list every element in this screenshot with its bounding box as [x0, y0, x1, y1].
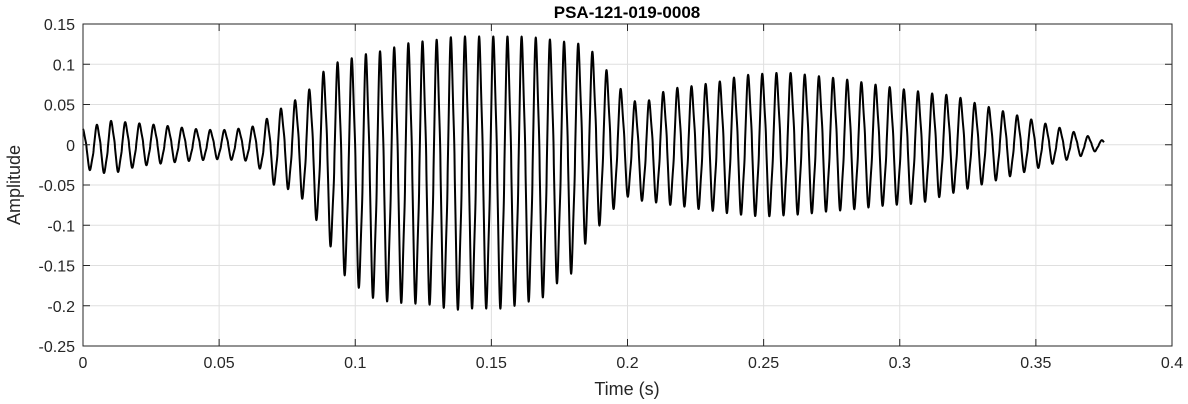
- x-axis-label: Time (s): [594, 379, 659, 399]
- y-tick-label: 0.05: [44, 98, 75, 115]
- x-tick-label: 0.35: [1020, 355, 1051, 372]
- waveform-series-line: [82, 35, 1105, 311]
- x-tick-labels: 0 0.05 0.1 0.15 0.2 0.25 0.3 0.35 0.4: [79, 355, 1184, 372]
- ticks: [82, 23, 1173, 347]
- chart-title: PSA-121-019-0008: [554, 3, 700, 22]
- x-tick-label: 0.1: [344, 355, 366, 372]
- y-tick-label: -0.05: [39, 178, 76, 195]
- y-tick-label: 0: [66, 138, 75, 155]
- series-layer: [82, 35, 1105, 311]
- x-tick-label: 0.15: [476, 355, 507, 372]
- x-tick-label: 0.25: [748, 355, 779, 372]
- y-tick-label: -0.25: [39, 339, 76, 356]
- x-tick-label: 0: [79, 355, 88, 372]
- x-tick-label: 0.05: [204, 355, 235, 372]
- y-tick-label: 0.15: [44, 17, 75, 34]
- x-tick-label: 0.4: [1161, 355, 1183, 372]
- y-tick-label: 0.1: [53, 57, 75, 74]
- y-axis-label: Amplitude: [4, 145, 24, 225]
- x-tick-label: 0.2: [616, 355, 638, 372]
- y-tick-label: -0.2: [47, 299, 75, 316]
- y-tick-labels: -0.25 -0.2 -0.15 -0.1 -0.05 0 0.05 0.1 0.15: [39, 17, 76, 356]
- x-tick-label: 0.3: [889, 355, 911, 372]
- y-tick-label: -0.15: [39, 259, 76, 276]
- y-tick-label: -0.1: [47, 218, 75, 235]
